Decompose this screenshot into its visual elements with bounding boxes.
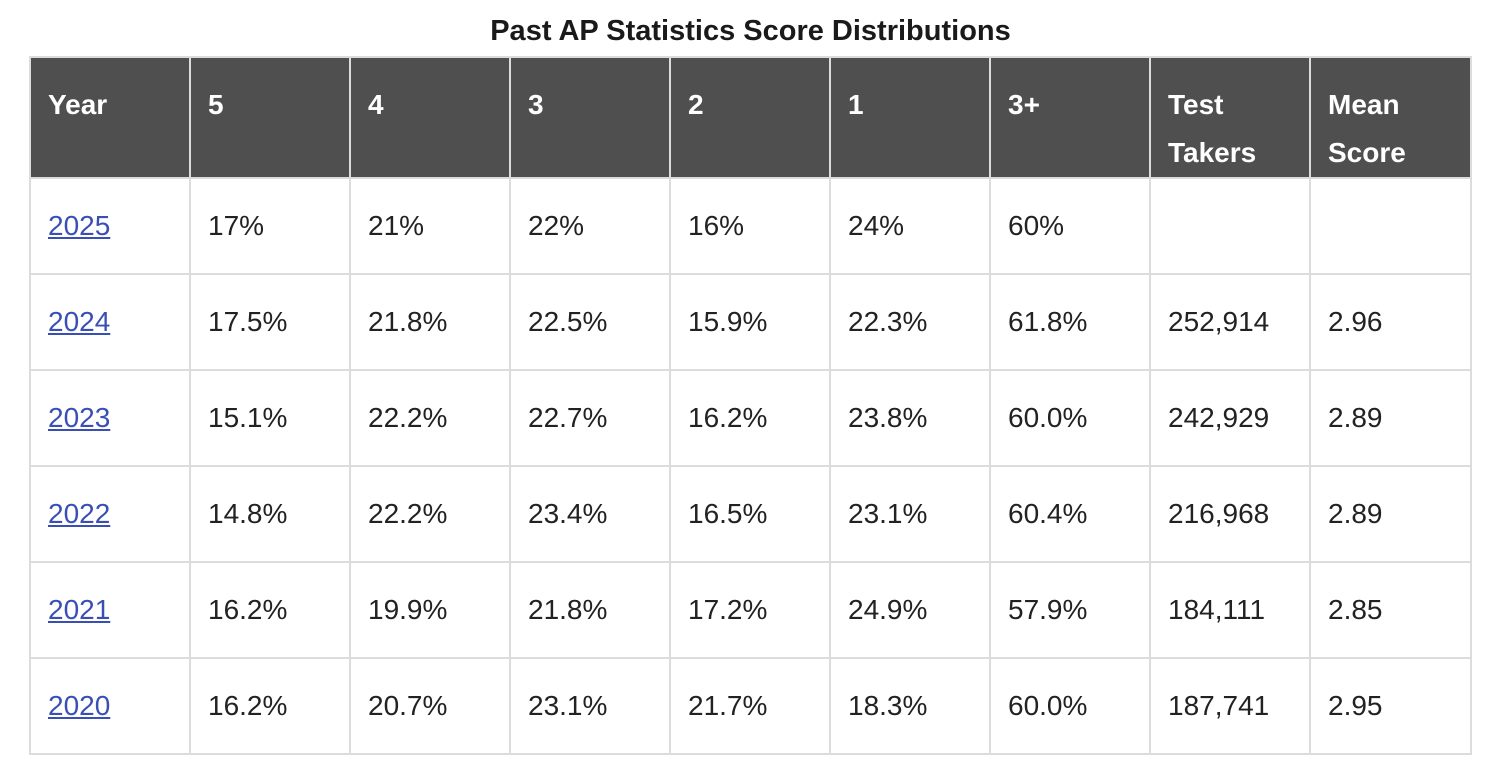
mean-score-cell: 2.89 bbox=[1309, 465, 1472, 563]
table-caption: Past AP Statistics Score Distributions bbox=[490, 15, 1011, 47]
score-distribution-table: Year 5 4 3 2 1 3+ Test Takers Mean Score… bbox=[29, 56, 1472, 755]
year-cell: 2025 bbox=[29, 177, 191, 275]
score-1-cell: 24% bbox=[829, 177, 991, 275]
pass-rate-cell: 60.0% bbox=[989, 657, 1151, 755]
score-5-cell: 15.1% bbox=[189, 369, 351, 467]
score-2-cell: 15.9% bbox=[669, 273, 831, 371]
header-score-5: 5 bbox=[189, 56, 351, 179]
test-takers-cell: 252,914 bbox=[1149, 273, 1311, 371]
score-1-cell: 23.1% bbox=[829, 465, 991, 563]
header-score-1: 1 bbox=[829, 56, 991, 179]
year-link[interactable]: 2022 bbox=[48, 498, 111, 529]
year-cell: 2021 bbox=[29, 561, 191, 659]
header-score-2: 2 bbox=[669, 56, 831, 179]
year-cell: 2020 bbox=[29, 657, 191, 755]
score-3-cell: 22.7% bbox=[509, 369, 671, 467]
score-5-cell: 17.5% bbox=[189, 273, 351, 371]
table-row: 2021 16.2% 19.9% 21.8% 17.2% 24.9% 57.9%… bbox=[29, 561, 1472, 659]
score-2-cell: 16% bbox=[669, 177, 831, 275]
mean-score-cell bbox=[1309, 177, 1472, 275]
test-takers-cell: 184,111 bbox=[1149, 561, 1311, 659]
header-year: Year bbox=[29, 56, 191, 179]
score-3-cell: 23.4% bbox=[509, 465, 671, 563]
score-1-cell: 22.3% bbox=[829, 273, 991, 371]
score-4-cell: 21.8% bbox=[349, 273, 511, 371]
score-4-cell: 21% bbox=[349, 177, 511, 275]
year-cell: 2022 bbox=[29, 465, 191, 563]
header-test-takers: Test Takers bbox=[1149, 56, 1311, 179]
header-score-4: 4 bbox=[349, 56, 511, 179]
table-row: 2023 15.1% 22.2% 22.7% 16.2% 23.8% 60.0%… bbox=[29, 369, 1472, 467]
table-row: 2022 14.8% 22.2% 23.4% 16.5% 23.1% 60.4%… bbox=[29, 465, 1472, 563]
score-1-cell: 23.8% bbox=[829, 369, 991, 467]
year-link[interactable]: 2020 bbox=[48, 690, 111, 721]
score-4-cell: 22.2% bbox=[349, 369, 511, 467]
test-takers-cell bbox=[1149, 177, 1311, 275]
score-4-cell: 22.2% bbox=[349, 465, 511, 563]
score-4-cell: 20.7% bbox=[349, 657, 511, 755]
score-5-cell: 16.2% bbox=[189, 561, 351, 659]
header-pass-rate: 3+ bbox=[989, 56, 1151, 179]
pass-rate-cell: 60.4% bbox=[989, 465, 1151, 563]
mean-score-cell: 2.85 bbox=[1309, 561, 1472, 659]
score-2-cell: 17.2% bbox=[669, 561, 831, 659]
score-3-cell: 23.1% bbox=[509, 657, 671, 755]
score-1-cell: 24.9% bbox=[829, 561, 991, 659]
pass-rate-cell: 60% bbox=[989, 177, 1151, 275]
mean-score-cell: 2.96 bbox=[1309, 273, 1472, 371]
year-link[interactable]: 2024 bbox=[48, 306, 111, 337]
test-takers-cell: 187,741 bbox=[1149, 657, 1311, 755]
table-row: 2020 16.2% 20.7% 23.1% 21.7% 18.3% 60.0%… bbox=[29, 657, 1472, 755]
mean-score-cell: 2.95 bbox=[1309, 657, 1472, 755]
year-cell: 2024 bbox=[29, 273, 191, 371]
test-takers-cell: 242,929 bbox=[1149, 369, 1311, 467]
year-cell: 2023 bbox=[29, 369, 191, 467]
table-header-row: Year 5 4 3 2 1 3+ Test Takers Mean Score bbox=[29, 56, 1472, 179]
table-row: 2025 17% 21% 22% 16% 24% 60% bbox=[29, 177, 1472, 275]
test-takers-cell: 216,968 bbox=[1149, 465, 1311, 563]
score-3-cell: 22% bbox=[509, 177, 671, 275]
score-5-cell: 17% bbox=[189, 177, 351, 275]
year-link[interactable]: 2025 bbox=[48, 210, 111, 241]
score-2-cell: 21.7% bbox=[669, 657, 831, 755]
score-4-cell: 19.9% bbox=[349, 561, 511, 659]
header-score-3: 3 bbox=[509, 56, 671, 179]
table-row: 2024 17.5% 21.8% 22.5% 15.9% 22.3% 61.8%… bbox=[29, 273, 1472, 371]
year-link[interactable]: 2021 bbox=[48, 594, 111, 625]
score-3-cell: 21.8% bbox=[509, 561, 671, 659]
mean-score-cell: 2.89 bbox=[1309, 369, 1472, 467]
score-3-cell: 22.5% bbox=[509, 273, 671, 371]
header-mean-score: Mean Score bbox=[1309, 56, 1472, 179]
year-link[interactable]: 2023 bbox=[48, 402, 111, 433]
pass-rate-cell: 57.9% bbox=[989, 561, 1151, 659]
score-5-cell: 16.2% bbox=[189, 657, 351, 755]
score-5-cell: 14.8% bbox=[189, 465, 351, 563]
score-2-cell: 16.5% bbox=[669, 465, 831, 563]
pass-rate-cell: 60.0% bbox=[989, 369, 1151, 467]
pass-rate-cell: 61.8% bbox=[989, 273, 1151, 371]
score-2-cell: 16.2% bbox=[669, 369, 831, 467]
score-1-cell: 18.3% bbox=[829, 657, 991, 755]
